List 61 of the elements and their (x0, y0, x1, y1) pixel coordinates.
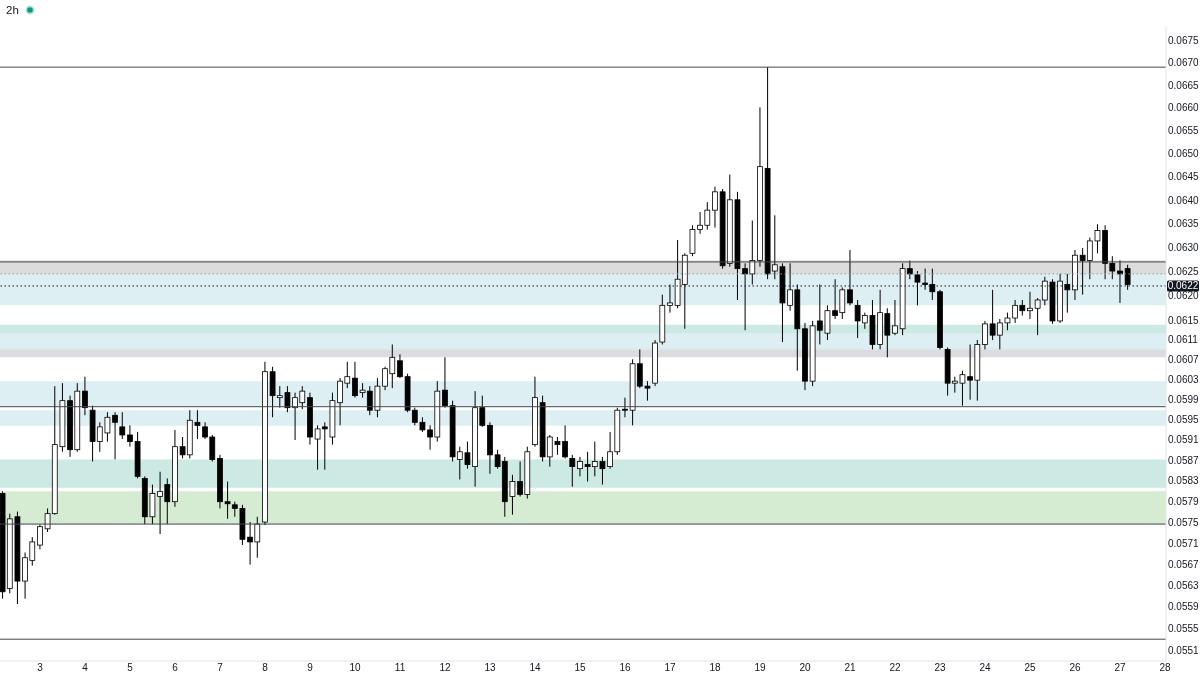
x-tick-label: 21 (844, 662, 857, 674)
y-tick-label: 0.0579 (1168, 495, 1200, 507)
y-tick-label: 0.0583 (1168, 475, 1200, 487)
candlestick (119, 411, 126, 440)
y-tick-label: 0.0625 (1168, 266, 1200, 278)
x-tick-label: 19 (754, 662, 767, 674)
x-tick-label: 12 (439, 662, 452, 674)
x-tick-label: 7 (217, 662, 224, 674)
x-tick-label: 24 (979, 662, 992, 674)
candlestick (847, 249, 853, 306)
x-tick-label: 25 (1024, 662, 1037, 674)
y-tick-label: 0.0665 (1168, 79, 1200, 91)
ref-line-label: 0.0622 (1167, 280, 1199, 292)
y-tick-label: 0.0655 (1168, 125, 1200, 137)
x-tick-label: 23 (934, 662, 947, 674)
y-tick-label: 0.0603 (1168, 373, 1200, 385)
x-tick-label: 18 (709, 662, 722, 674)
y-tick-label: 0.0615 (1168, 314, 1200, 326)
x-tick-label: 22 (889, 662, 902, 674)
x-tick-label: 26 (1069, 662, 1082, 674)
x-tick-label: 5 (127, 662, 134, 674)
x-tick-label: 28 (1159, 662, 1172, 674)
x-tick-label: 8 (262, 662, 269, 674)
y-tick-label: 0.0620 (1168, 290, 1200, 302)
x-tick-label: 9 (307, 662, 314, 674)
x-tick-label: 3 (37, 662, 44, 674)
y-tick-label: 0.0660 (1168, 102, 1200, 114)
y-tick-label: 0.0571 (1168, 537, 1200, 549)
y-tick-label: 0.0611 (1168, 334, 1199, 346)
y-tick-label: 0.0599 (1168, 393, 1200, 405)
y-tick-label: 0.0607 (1168, 353, 1200, 365)
x-tick-label: 16 (619, 662, 632, 674)
y-tick-label: 0.0630 (1168, 242, 1200, 254)
x-tick-label: 14 (529, 662, 542, 674)
y-tick-label: 0.0645 (1168, 171, 1200, 183)
y-tick-label: 0.0591 (1168, 434, 1200, 446)
chart-title: 2h (6, 3, 19, 17)
x-tick-label: 20 (799, 662, 812, 674)
x-tick-label: 13 (484, 662, 497, 674)
candlestick (82, 376, 88, 416)
y-tick-label: 0.0555 (1168, 622, 1200, 634)
x-tick-label: 6 (172, 662, 179, 674)
y-tick-label: 0.0575 (1168, 516, 1200, 528)
y-tick-label: 0.0567 (1168, 558, 1200, 570)
y-tick-label: 0.0675 (1168, 34, 1200, 46)
candlestick (569, 454, 576, 488)
x-tick-label: 17 (664, 662, 677, 674)
y-tick-label: 0.0635 (1168, 218, 1200, 230)
y-tick-label: 0.0559 (1168, 601, 1200, 613)
x-tick-label: 15 (574, 662, 587, 674)
x-tick-label: 4 (82, 662, 89, 674)
y-tick-label: 0.0670 (1168, 57, 1200, 69)
y-tick-label: 0.0650 (1168, 148, 1200, 160)
y-tick-label: 0.0563 (1168, 579, 1200, 591)
y-tick-label: 0.0595 (1168, 413, 1200, 425)
x-tick-label: 11 (394, 662, 406, 674)
y-tick-label: 0.0587 (1168, 454, 1200, 466)
y-tick-label: 0.0640 (1168, 194, 1200, 206)
y-tick-label: 0.0551 (1168, 644, 1200, 656)
x-tick-label: 27 (1114, 662, 1127, 674)
x-tick-label: 10 (349, 662, 362, 674)
